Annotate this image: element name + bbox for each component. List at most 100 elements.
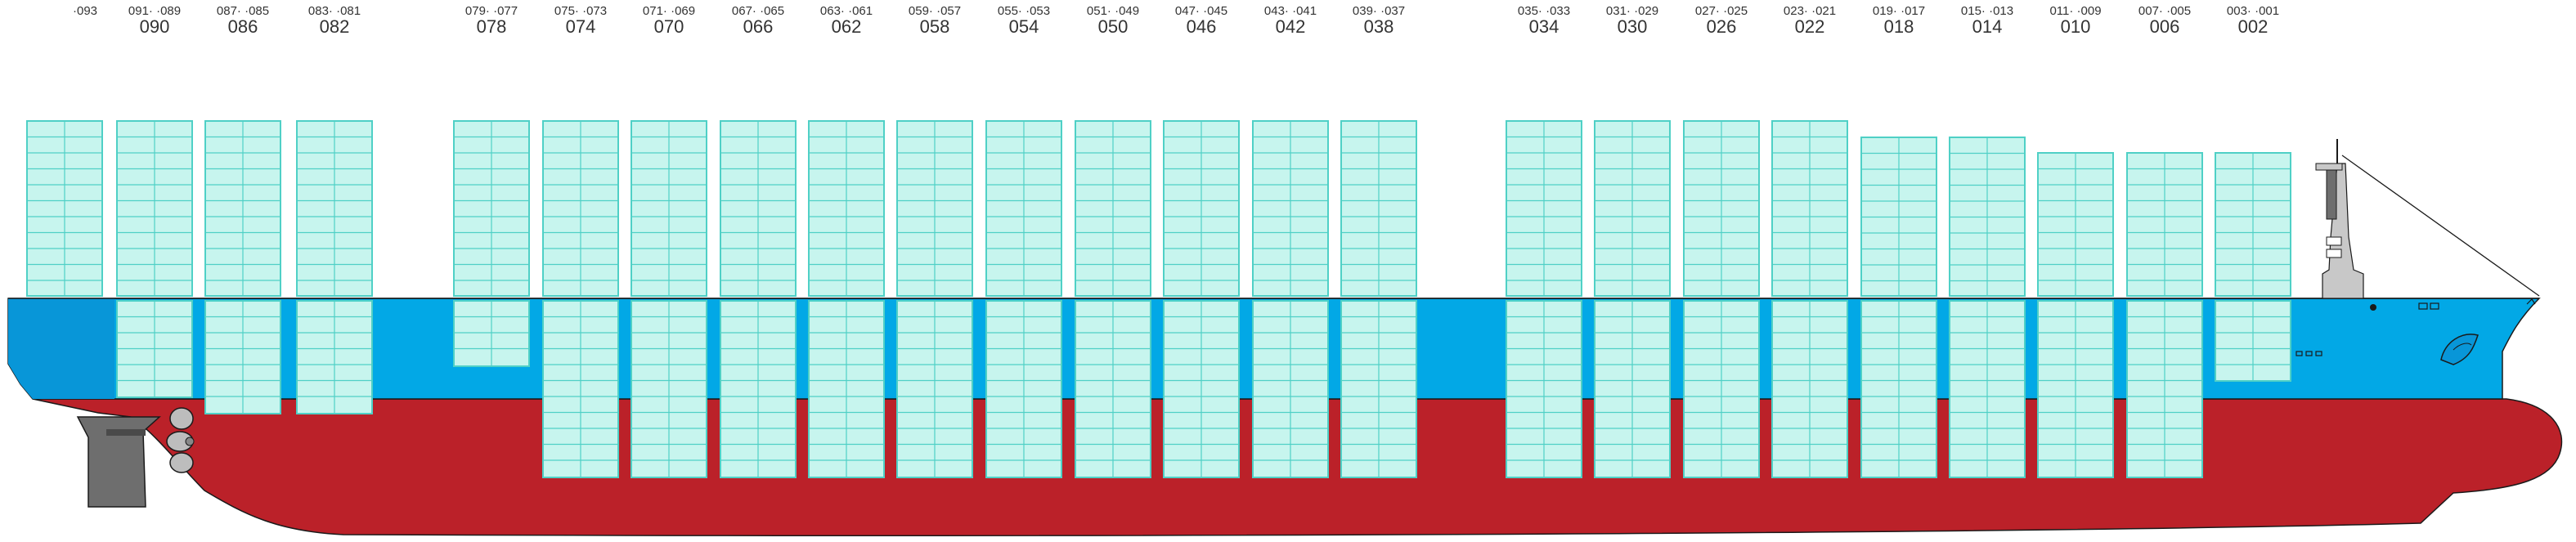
container-stack — [26, 120, 103, 297]
bay-pair-label: 031· ·029 — [1606, 4, 1658, 18]
bay-number-label: 014 — [1972, 16, 2003, 37]
bay-pair-label: 079· ·077 — [465, 4, 518, 18]
bay-pair-label: 083· ·081 — [308, 4, 361, 18]
bay-pair-label: 019· ·017 — [1873, 4, 1925, 18]
container-stack — [985, 120, 1062, 297]
container-stacks — [26, 120, 2291, 478]
container-stack — [453, 300, 530, 367]
container-stack — [1860, 137, 1937, 297]
bay-number-label: 078 — [477, 16, 507, 37]
container-stack — [1340, 120, 1417, 297]
container-stack — [542, 120, 619, 297]
container-stack — [985, 300, 1062, 478]
container-stack — [1075, 120, 1151, 297]
container-stack — [896, 300, 973, 478]
container-stack — [1506, 120, 1582, 297]
container-stack — [1949, 300, 2026, 478]
container-stack — [296, 300, 373, 414]
bay-pair-label: 039· ·037 — [1353, 4, 1405, 18]
container-stack — [1860, 300, 1937, 478]
container-stack — [453, 120, 530, 297]
container-stack — [1594, 300, 1671, 478]
bay-number-label: 030 — [1618, 16, 1648, 37]
bay-pair-label: 075· ·073 — [554, 4, 607, 18]
bow-logo-icon — [2440, 334, 2479, 365]
bay-pair-label: 007· ·005 — [2138, 4, 2191, 18]
bay-pair-label: 011· ·009 — [2049, 4, 2101, 18]
container-stack — [2215, 152, 2291, 297]
container-stack — [808, 120, 885, 297]
bay-number-label: 054 — [1009, 16, 1039, 37]
bay-number-label: 074 — [566, 16, 596, 37]
bay-pair-label: 087· ·085 — [217, 4, 269, 18]
bay-number-label: 046 — [1187, 16, 1217, 37]
container-stack — [1075, 300, 1151, 478]
container-stack — [720, 300, 797, 478]
bay-pair-label: 027· ·025 — [1695, 4, 1748, 18]
bay-pair-label: 055· ·053 — [998, 4, 1050, 18]
bay-pair-label: 003· ·001 — [2227, 4, 2279, 18]
container-stack — [1506, 300, 1582, 478]
bay-number-label: 082 — [320, 16, 350, 37]
bay-pair-label: 035· ·033 — [1518, 4, 1570, 18]
container-stack — [1771, 300, 1848, 478]
bay-number-label: 090 — [140, 16, 170, 37]
container-stack — [720, 120, 797, 297]
container-stack — [1683, 120, 1760, 297]
bay-pair-label: 043· ·041 — [1264, 4, 1317, 18]
rudder-icon — [76, 416, 161, 508]
container-stack — [204, 120, 281, 297]
bay-number-label: 018 — [1884, 16, 1914, 37]
bay-labels: ·093 091· ·089 090 087· ·085 086 083· ·0… — [73, 4, 2279, 37]
container-stack — [2126, 300, 2203, 478]
bay-number-label: 010 — [2061, 16, 2091, 37]
bay-pair-label: 023· ·021 — [1784, 4, 1836, 18]
hull-stern-shade — [8, 298, 114, 399]
container-stack — [1949, 137, 2026, 297]
bay-number-label: 050 — [1098, 16, 1129, 37]
bay-number-label: 038 — [1364, 16, 1394, 37]
bay-number-label: 026 — [1707, 16, 1737, 37]
bay-pair-label: 051· ·049 — [1087, 4, 1139, 18]
bay-pair-label: 015· ·013 — [1961, 4, 2013, 18]
bay-pair-label: ·093 — [73, 4, 97, 18]
bay-number-label: 034 — [1529, 16, 1560, 37]
container-stack — [2037, 152, 2114, 297]
container-stack — [2215, 300, 2291, 382]
bay-pair-label: 067· ·065 — [732, 4, 784, 18]
container-stack — [2037, 300, 2114, 478]
container-stack — [204, 300, 281, 414]
container-stack — [896, 120, 973, 297]
container-stack — [296, 120, 373, 297]
container-stack — [1594, 120, 1671, 297]
bay-number-label: 042 — [1276, 16, 1306, 37]
bay-number-label: 070 — [654, 16, 684, 37]
bay-pair-label: 063· ·061 — [820, 4, 873, 18]
bay-pair-label: 059· ·057 — [909, 4, 961, 18]
bay-number-label: 062 — [832, 16, 862, 37]
anchor-icon — [2370, 304, 2376, 311]
propeller-icon — [166, 407, 195, 473]
bay-number-label: 086 — [228, 16, 258, 37]
bay-pair-label: 047· ·045 — [1175, 4, 1227, 18]
container-stack — [631, 300, 707, 478]
container-stack — [116, 120, 193, 297]
bow-marks — [2296, 298, 2536, 356]
container-stack — [1163, 120, 1240, 297]
container-stack — [1252, 300, 1329, 478]
container-stack — [1683, 300, 1760, 478]
bay-number-label: 022 — [1795, 16, 1825, 37]
stern-gear — [76, 407, 195, 508]
bay-pair-label: 071· ·069 — [643, 4, 695, 18]
bow-structure — [2296, 139, 2540, 365]
container-stack — [808, 300, 885, 478]
bay-number-label: 006 — [2150, 16, 2180, 37]
container-stack — [1771, 120, 1848, 297]
container-stack — [631, 120, 707, 297]
container-stack — [542, 300, 619, 478]
container-stack — [116, 300, 193, 398]
mast-icon — [2322, 163, 2364, 299]
bay-number-label: 058 — [920, 16, 950, 37]
bay-number-label: 002 — [2238, 16, 2269, 37]
